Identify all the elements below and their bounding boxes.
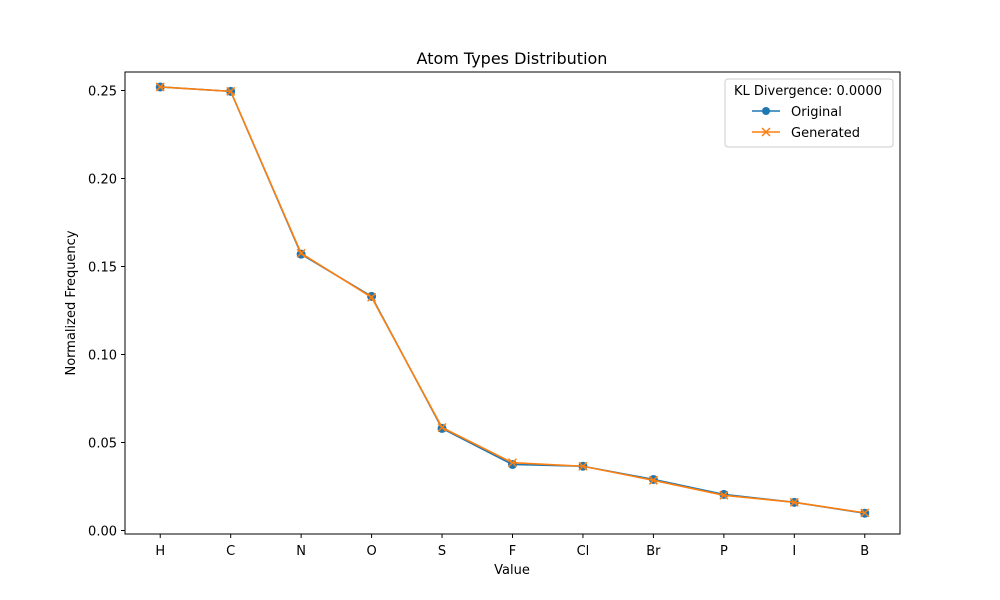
legend-original-marker	[762, 107, 770, 115]
data-point-generated	[507, 458, 518, 468]
legend-title: KL Divergence: 0.0000	[734, 84, 882, 99]
x-tick-label: N	[296, 544, 306, 559]
data-point-generated	[437, 422, 447, 433]
y-tick-label: 0.15	[88, 260, 117, 275]
data-point-generated	[648, 475, 658, 485]
x-tick-label: B	[860, 544, 869, 559]
data-point-generated	[296, 248, 306, 258]
legend-original-label: Original	[791, 105, 842, 120]
data-point-generated	[789, 497, 799, 507]
series-group	[155, 82, 870, 518]
x-axis-label: Value	[494, 563, 530, 578]
x-tick-label: Br	[646, 544, 661, 559]
legend-generated-label: Generated	[791, 126, 860, 141]
data-point-generated	[719, 490, 729, 500]
x-tick-label: H	[155, 544, 165, 559]
y-tick-label: 0.05	[88, 436, 117, 451]
data-point-generated	[860, 508, 870, 518]
legend-generated-marker	[761, 127, 771, 137]
x-tick-label: Cl	[577, 544, 590, 559]
x-tick-label: I	[792, 544, 796, 559]
x-tick-label: P	[720, 544, 728, 559]
series-generated	[155, 82, 870, 518]
x-tick-label: C	[226, 544, 235, 559]
x-tick-label: F	[509, 544, 516, 559]
axis-ticks: H C N O S F Cl Br P I B 0.00 0.05 0.10 0.15 0.20 0.25	[88, 84, 869, 559]
legend: KL Divergence: 0.0000 Original Generated	[724, 78, 894, 148]
data-point-generated	[367, 292, 377, 302]
plot-area-frame	[124, 71, 901, 535]
data-point-generated	[155, 82, 165, 92]
y-tick-label: 0.20	[88, 172, 117, 187]
chart-title: Atom Types Distribution	[417, 49, 608, 68]
x-tick-label: S	[438, 544, 446, 559]
y-tick-label: 0.00	[88, 524, 117, 539]
data-point-generated	[226, 86, 236, 96]
x-tick-label: O	[366, 544, 376, 559]
data-point-generated	[578, 461, 588, 471]
y-axis-label: Normalized Frequency	[64, 230, 79, 375]
y-tick-label: 0.10	[88, 348, 117, 363]
y-tick-label: 0.25	[88, 84, 117, 99]
